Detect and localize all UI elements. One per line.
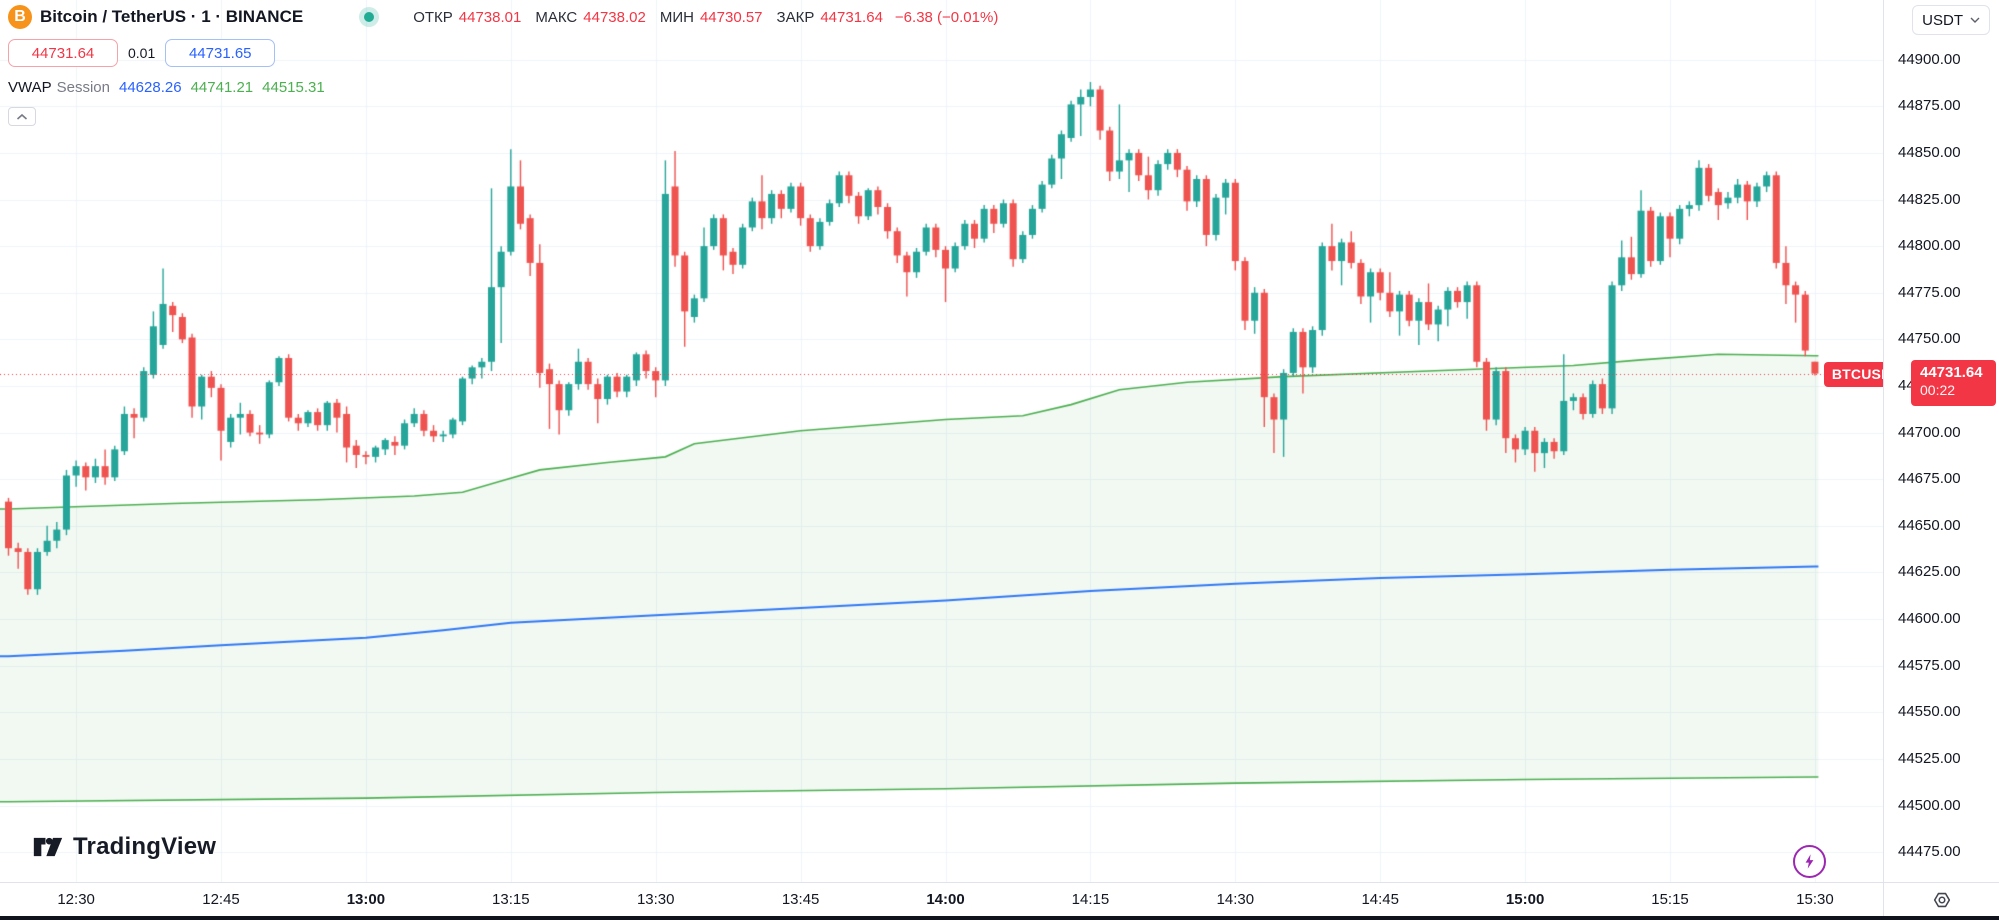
open-value: 44738.01 (458, 8, 522, 26)
time-tick-label: 13:30 (636, 891, 675, 908)
last-price-flag: 44731.64 00:22 (1911, 359, 1996, 406)
indicator-value-vwap: 44628.26 (119, 78, 182, 96)
price-axis[interactable]: USDT 44900.00 44875.00 44850.00 44825.00 448… (1883, 0, 1999, 882)
price-tick-label: 44525.00 (1898, 749, 1961, 767)
bar-countdown: 00:22 (1920, 382, 1956, 399)
window-bottom-edge (0, 916, 1999, 920)
collapse-legend-button[interactable] (8, 107, 36, 126)
chevron-down-icon (1970, 17, 1980, 23)
instant-trading-button[interactable] (1793, 845, 1826, 878)
time-tick-label: 13:45 (781, 891, 820, 908)
ohlc-values: ОТКР 44738.01 МАКС 44738.02 МИН 44730.57… (405, 9, 998, 26)
time-tick-label: 13:00 (346, 891, 386, 908)
low-value: 44730.57 (699, 8, 763, 26)
last-price-value: 44731.64 (1920, 363, 1983, 381)
sell-bid-button[interactable]: 44731.64 (8, 39, 118, 67)
time-tick-label: 13:15 (492, 891, 530, 908)
time-tick-label: 15:00 (1505, 891, 1545, 908)
symbol-row[interactable]: B Bitcoin / TetherUS · 1 · BINANCE ОТКР … (8, 0, 998, 34)
price-tick-label: 44575.00 (1898, 656, 1961, 674)
price-tick-label: 44750.00 (1898, 330, 1961, 348)
market-open-dot (364, 12, 375, 22)
time-tick-label: 12:30 (57, 891, 95, 908)
indicator-row[interactable]: VWAP Session 44628.26 44741.21 44515.31 (8, 75, 998, 99)
price-tick-label: 44650.00 (1898, 516, 1961, 534)
currency-unit-label: USDT (1922, 11, 1963, 29)
time-tick-label: 12:45 (202, 891, 240, 908)
indicator-name: VWAP (8, 78, 52, 96)
change-value: −6.38 (−0.01%) (894, 8, 999, 26)
price-tick-label: 44550.00 (1898, 703, 1961, 721)
time-tick-label: 15:30 (1796, 891, 1834, 908)
gear-icon (1933, 892, 1951, 908)
price-tick-label: 44875.00 (1898, 97, 1961, 115)
indicator-value-upper: 44741.21 (190, 78, 254, 96)
price-tick-label: 44600.00 (1898, 610, 1961, 628)
symbol-title[interactable]: Bitcoin / TetherUS · 1 · BINANCE (40, 7, 304, 26)
indicator-value-lower: 44515.31 (262, 78, 325, 96)
price-tick-label: 44775.00 (1898, 283, 1961, 301)
time-tick-label: 14:30 (1216, 891, 1255, 908)
axis-settings-corner[interactable] (1883, 882, 1999, 917)
high-label: МАКС (535, 8, 578, 26)
price-tick-label: 44850.00 (1898, 143, 1961, 161)
buy-ask-button[interactable]: 44731.65 (165, 39, 276, 67)
currency-unit-button[interactable]: USDT (1912, 5, 1990, 35)
bid-ask-row: 44731.64 0.01 44731.65 (8, 37, 998, 69)
close-label: ЗАКР (776, 8, 815, 26)
watermark-text: TradingView (73, 833, 217, 860)
chevron-up-icon (16, 113, 28, 120)
time-tick-label: 15:15 (1651, 891, 1689, 908)
price-tick-label: 44825.00 (1898, 190, 1961, 208)
price-tick-label: 44475.00 (1898, 843, 1961, 861)
spread-value: 0.01 (128, 45, 156, 61)
price-tick-label: 44500.00 (1898, 796, 1961, 814)
time-tick-label: 14:45 (1361, 891, 1399, 908)
lightning-bolt-icon (1805, 854, 1814, 869)
time-tick-label: 14:15 (1071, 891, 1110, 908)
time-axis[interactable]: 12:30 12:45 13:00 13:15 13:30 13:45 14:00 14:15… (0, 882, 1883, 917)
close-value: 44731.64 (820, 8, 883, 26)
tradingview-logo-icon (33, 837, 63, 857)
price-tick-label: 44625.00 (1898, 563, 1961, 581)
open-label: ОТКР (413, 8, 453, 26)
candlestick-chart[interactable] (0, 0, 1883, 882)
low-label: МИН (659, 8, 694, 26)
indicator-session-label: Session (56, 78, 110, 96)
price-tick-label: 44900.00 (1898, 50, 1961, 68)
chart-legend: B Bitcoin / TetherUS · 1 · BINANCE ОТКР … (8, 0, 998, 126)
tradingview-logo[interactable]: TradingView (33, 833, 216, 861)
market-status-icon[interactable] (359, 7, 380, 27)
bitcoin-icon: B (8, 5, 32, 29)
price-tick-label: 44675.00 (1898, 470, 1961, 488)
high-value: 44738.02 (583, 8, 646, 26)
chart-plot-area: B Bitcoin / TetherUS · 1 · BINANCE ОТКР … (0, 0, 1908, 882)
price-tick-label: 44700.00 (1898, 423, 1961, 441)
price-tick-label: 44800.00 (1898, 237, 1961, 255)
time-tick-label: 14:00 (926, 891, 965, 908)
